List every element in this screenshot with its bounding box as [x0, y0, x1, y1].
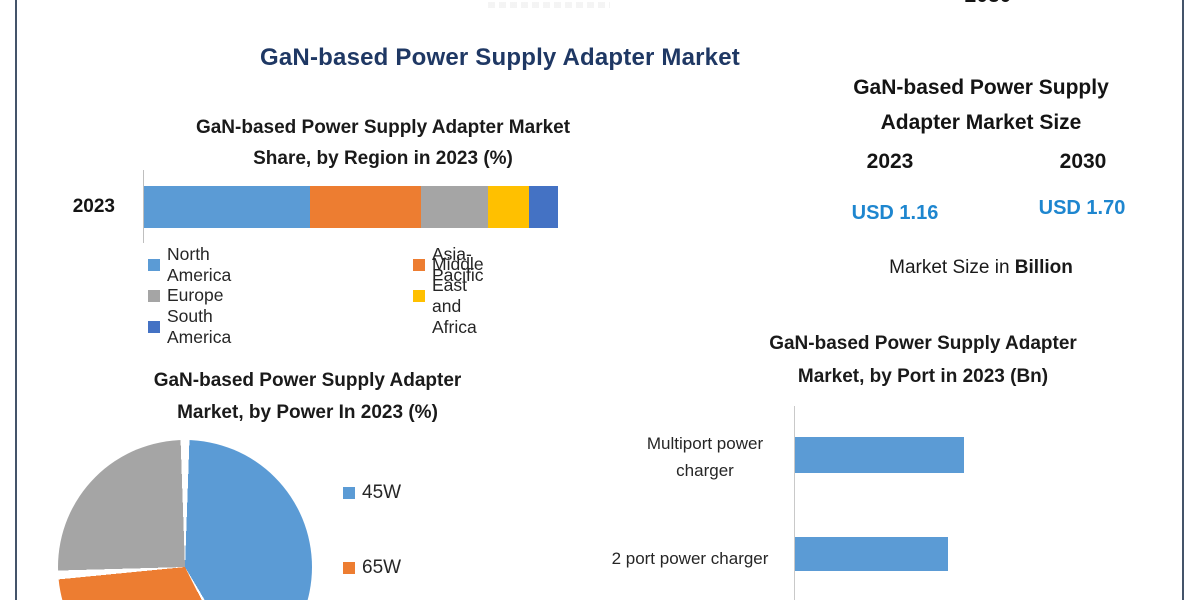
region-segment-5: [528, 186, 558, 228]
market-size-heading: GaN-based Power Supply Adapter Market Si…: [820, 70, 1142, 140]
pie-chart-title-line2: Market, by Power In 2023 (%): [177, 402, 438, 423]
market-size-heading-line2: Adapter Market Size: [880, 111, 1082, 134]
legend-item: North America: [148, 244, 231, 285]
legend-swatch: [343, 562, 355, 574]
legend-label: Middle East and Africa: [432, 253, 484, 337]
legend-label: 45W: [362, 482, 402, 503]
port-chart-title-line1: GaN-based Power Supply Adapter: [769, 333, 1077, 354]
market-size-caption-prefix: Market Size in: [889, 257, 1015, 278]
region-segment-4: [487, 186, 529, 228]
legend-label: North America: [167, 243, 232, 285]
year-2023-label: 2023: [866, 150, 914, 173]
legend-item: Asia-Pacific: [413, 244, 484, 285]
port-bar-label: 2 port power charger: [611, 549, 769, 568]
region-axis-line: [143, 170, 144, 243]
legend-swatch: [413, 258, 425, 271]
pie-chart-title-line1: GaN-based Power Supply Adapter: [153, 370, 462, 391]
market-size-heading-line1: GaN-based Power Supply: [853, 76, 1109, 99]
region-axis-label: 2023: [72, 196, 115, 217]
legend-label: Europe: [167, 285, 224, 305]
legend-swatch: [413, 289, 425, 302]
legend-swatch: [148, 258, 160, 271]
pie-chart-title: GaN-based Power Supply Adapter Market, b…: [85, 365, 530, 429]
region-legend-column-2: Asia-Pacific Middle East and Africa: [413, 244, 484, 337]
legend-label: 65W: [362, 557, 402, 578]
region-segment-1: [144, 186, 310, 228]
region-segment-3: [421, 186, 488, 228]
page-title: GaN-based Power Supply Adapter Market: [260, 44, 740, 71]
region-chart-title-line1: GaN-based Power Supply Adapter Market: [195, 117, 571, 138]
legend-swatch: [148, 289, 160, 302]
region-legend-column-1: North America Europe South America: [148, 244, 231, 347]
port-bar-2port: [795, 537, 948, 571]
legend-item: Europe: [148, 280, 231, 311]
legend-swatch: [148, 320, 160, 333]
pie-graphic: [58, 440, 312, 600]
port-bar-multiport: [795, 437, 964, 473]
legend-item: 45W: [343, 482, 401, 504]
legend-item: 65W: [343, 557, 401, 579]
market-size-caption-unit: Billion: [1014, 257, 1073, 278]
port-axis-line: [794, 406, 795, 600]
region-segment-2: [309, 186, 422, 228]
cropped-top-right-text: 2030: [952, 0, 1024, 8]
legend-swatch: [343, 487, 355, 499]
market-size-value-2030: USD 1.70: [1038, 197, 1126, 219]
market-size-caption: Market Size in Billion: [820, 257, 1142, 279]
right-border-line: [1182, 0, 1184, 600]
region-chart-title-line2: Share, by Region in 2023 (%): [253, 148, 513, 169]
legend-item: Middle East and Africa: [413, 254, 484, 337]
year-2030-label: 2030: [1059, 150, 1107, 173]
legend-label: South America: [167, 305, 232, 347]
market-size-value-2023: USD 1.16: [851, 202, 939, 224]
cropped-text-remnant: [488, 2, 610, 8]
port-chart-title: GaN-based Power Supply Adapter Market, b…: [753, 327, 1093, 393]
port-chart-title-line2: Market, by Port in 2023 (Bn): [797, 366, 1049, 387]
region-stacked-bar: [144, 186, 558, 228]
legend-label: Asia-Pacific: [432, 243, 484, 285]
port-bar-label: Multiport power charger: [646, 434, 764, 480]
region-chart-title: GaN-based Power Supply Adapter Market Sh…: [145, 112, 621, 174]
left-border-line: [15, 0, 17, 600]
legend-item: South America: [148, 306, 231, 347]
